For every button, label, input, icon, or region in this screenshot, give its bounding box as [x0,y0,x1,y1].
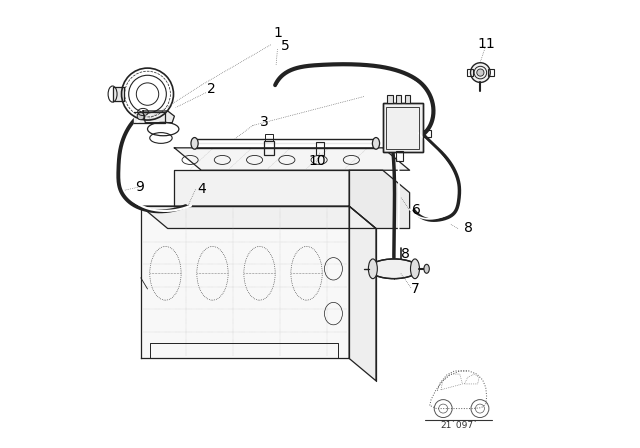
Bar [423,130,431,137]
Text: 9: 9 [135,180,144,194]
Text: 5: 5 [281,39,289,53]
Polygon shape [141,206,349,358]
Bar [316,142,324,155]
Circle shape [137,112,145,120]
Polygon shape [134,112,165,123]
Bar [387,107,419,149]
Polygon shape [349,206,376,381]
Text: 1: 1 [273,26,282,40]
Text: 8: 8 [401,247,410,262]
Bar [387,95,392,103]
Text: 7: 7 [411,282,419,296]
Text: 8: 8 [464,221,473,236]
Text: 3: 3 [260,115,268,129]
Polygon shape [141,206,376,228]
Ellipse shape [372,138,380,149]
Bar [405,95,410,103]
Polygon shape [113,87,124,101]
Bar [265,134,273,141]
Ellipse shape [410,259,419,279]
Text: 21`097`: 21`097` [440,421,477,430]
Bar [383,103,423,152]
Text: 4: 4 [197,182,205,196]
Bar [396,95,401,103]
Ellipse shape [191,138,198,149]
Bar [264,141,274,155]
Text: 6: 6 [412,202,420,217]
Bar [467,69,473,76]
Text: 11: 11 [478,37,495,51]
Polygon shape [143,111,174,123]
Circle shape [477,69,484,76]
Polygon shape [349,170,410,228]
Ellipse shape [424,264,429,273]
Ellipse shape [369,259,378,279]
Text: 10: 10 [308,154,326,168]
Bar [396,151,403,161]
Ellipse shape [369,259,419,279]
Polygon shape [174,148,410,170]
Polygon shape [174,170,349,206]
Circle shape [470,63,490,82]
Bar [383,103,423,152]
Bar [488,69,494,76]
Text: 2: 2 [207,82,216,96]
